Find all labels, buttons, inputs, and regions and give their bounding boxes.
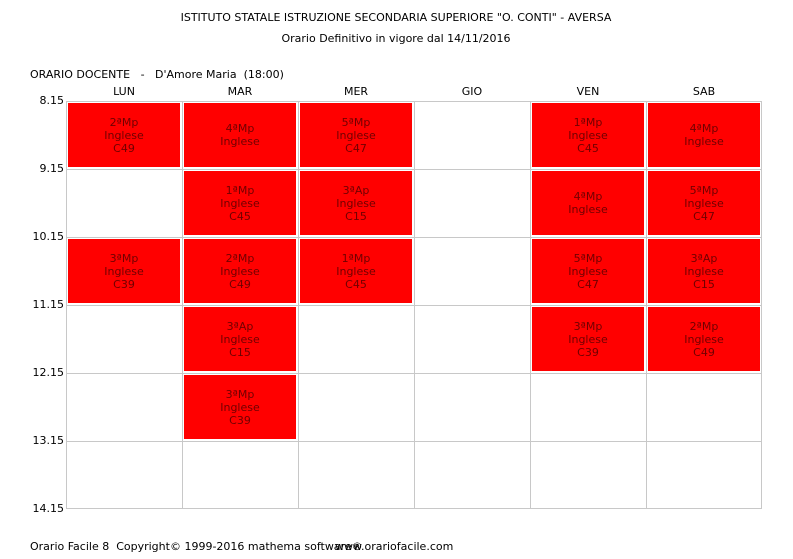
website-link[interactable]: www.orariofacile.com: [335, 540, 454, 553]
lesson-subject: Inglese: [220, 196, 260, 210]
lesson-room: C47: [345, 141, 367, 155]
lesson-subject: Inglese: [684, 135, 724, 148]
time-label: 8.15: [39, 94, 65, 107]
lesson-subject: Inglese: [336, 128, 376, 142]
lesson-subject: Inglese: [336, 264, 376, 278]
lesson-cell[interactable]: 2ªMp Inglese C49: [648, 307, 760, 371]
grid-line: [66, 169, 762, 170]
time-label: 14.15: [32, 502, 65, 515]
lesson-subject: Inglese: [220, 135, 260, 148]
lesson-cls: 3ªAp: [342, 183, 370, 197]
lesson-room: C47: [693, 209, 715, 223]
lesson-room: C45: [345, 277, 367, 291]
lesson-cell[interactable]: 3ªAp Inglese C15: [300, 171, 412, 235]
lesson-cell[interactable]: 1ªMp Inglese C45: [184, 171, 296, 235]
lesson-cell[interactable]: 4ªMp Inglese: [648, 103, 760, 167]
lesson-cls: 5ªMp: [573, 251, 603, 265]
time-label: 12.15: [32, 366, 65, 379]
lesson-subject: Inglese: [568, 332, 608, 346]
lesson-cls: 5ªMp: [341, 115, 371, 129]
lesson-cls: 1ªMp: [225, 183, 255, 197]
lesson-subject: Inglese: [104, 128, 144, 142]
lesson-room: C45: [577, 141, 599, 155]
lesson-cell[interactable]: 1ªMp Inglese C45: [300, 239, 412, 303]
lesson-subject: Inglese: [220, 400, 260, 414]
lesson-cell[interactable]: 2ªMp Inglese C49: [68, 103, 180, 167]
lesson-cls: 4ªMp: [689, 122, 719, 135]
lesson-cell[interactable]: 5ªMp Inglese C47: [300, 103, 412, 167]
grid-line: [66, 441, 762, 442]
lesson-cell[interactable]: 4ªMp Inglese: [184, 103, 296, 167]
lesson-cls: 3ªMp: [573, 319, 603, 333]
schedule-subtitle: Orario Definitivo in vigore dal 14/11/20…: [281, 32, 511, 45]
day-header: MER: [343, 85, 369, 98]
lesson-subject: Inglese: [568, 264, 608, 278]
lesson-subject: Inglese: [568, 128, 608, 142]
lesson-cell[interactable]: 5ªMp Inglese C47: [532, 239, 644, 303]
lesson-room: C39: [113, 277, 135, 291]
lesson-room: C49: [693, 345, 715, 359]
lesson-cell[interactable]: 4ªMp Inglese: [532, 171, 644, 235]
lesson-cls: 4ªMp: [225, 122, 255, 135]
time-label: 9.15: [39, 162, 65, 175]
lesson-cls: 2ªMp: [225, 251, 255, 265]
lesson-subject: Inglese: [684, 332, 724, 346]
school-name: ISTITUTO STATALE ISTRUZIONE SECONDARIA S…: [180, 11, 612, 24]
lesson-cell[interactable]: 3ªMp Inglese C39: [68, 239, 180, 303]
lesson-cls: 5ªMp: [689, 183, 719, 197]
lesson-cls: 3ªAp: [226, 319, 254, 333]
day-header: VEN: [576, 85, 600, 98]
lesson-cell[interactable]: 3ªAp Inglese C15: [184, 307, 296, 371]
lesson-cell[interactable]: 3ªMp Inglese C39: [184, 375, 296, 439]
grid-line: [66, 373, 762, 374]
lesson-room: C45: [229, 209, 251, 223]
lesson-cls: 3ªMp: [225, 387, 255, 401]
lesson-cell[interactable]: 5ªMp Inglese C47: [648, 171, 760, 235]
lesson-cls: 4ªMp: [573, 190, 603, 203]
lesson-subject: Inglese: [104, 264, 144, 278]
time-label: 10.15: [32, 230, 65, 243]
lesson-subject: Inglese: [220, 264, 260, 278]
copyright: Orario Facile 8 Copyright© 1999-2016 mat…: [30, 540, 363, 553]
lesson-cls: 3ªAp: [690, 251, 718, 265]
day-header: SAB: [692, 85, 716, 98]
day-header: MAR: [227, 85, 253, 98]
lesson-cls: 1ªMp: [341, 251, 371, 265]
lesson-room: C49: [113, 141, 135, 155]
lesson-room: C47: [577, 277, 599, 291]
lesson-subject: Inglese: [684, 264, 724, 278]
lesson-subject: Inglese: [336, 196, 376, 210]
day-header: LUN: [113, 85, 135, 98]
lesson-cls: 3ªMp: [109, 251, 139, 265]
time-label: 11.15: [32, 298, 65, 311]
lesson-cell[interactable]: 3ªMp Inglese C39: [532, 307, 644, 371]
lesson-room: C15: [693, 277, 715, 291]
lesson-cell[interactable]: 1ªMp Inglese C45: [532, 103, 644, 167]
lesson-cls: 1ªMp: [573, 115, 603, 129]
time-label: 13.15: [32, 434, 65, 447]
lesson-cls: 2ªMp: [109, 115, 139, 129]
lesson-room: C39: [577, 345, 599, 359]
lesson-room: C15: [345, 209, 367, 223]
teacher-title: ORARIO DOCENTE - D'Amore Maria (18:00): [30, 68, 284, 81]
lesson-subject: Inglese: [568, 203, 608, 216]
lesson-room: C39: [229, 413, 251, 427]
lesson-cell[interactable]: 2ªMp Inglese C49: [184, 239, 296, 303]
lesson-subject: Inglese: [684, 196, 724, 210]
lesson-room: C15: [229, 345, 251, 359]
lesson-room: C49: [229, 277, 251, 291]
lesson-subject: Inglese: [220, 332, 260, 346]
grid-line: [66, 237, 762, 238]
day-header: GIO: [461, 85, 483, 98]
grid-line: [66, 305, 762, 306]
lesson-cell[interactable]: 3ªAp Inglese C15: [648, 239, 760, 303]
lesson-cls: 2ªMp: [689, 319, 719, 333]
